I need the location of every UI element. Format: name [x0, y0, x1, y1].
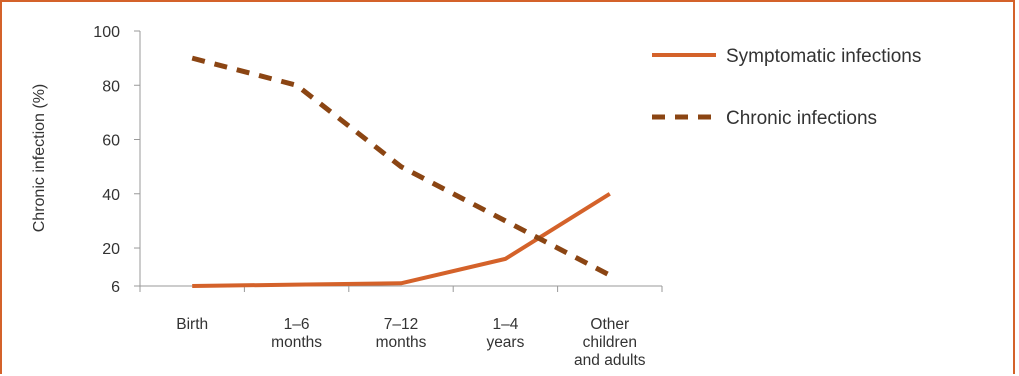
x-category-label-line: months — [271, 334, 322, 351]
x-category-label-line: 7–12 — [384, 316, 418, 333]
series-lines — [191, 55, 611, 288]
x-category-label-line: 1–4 — [492, 316, 518, 333]
x-category-label-line: 1–6 — [284, 316, 310, 333]
x-category-label-line: and adults — [574, 352, 646, 369]
y-tick-label: 100 — [93, 24, 120, 41]
y-tick-label: 6 — [111, 279, 120, 296]
x-category-label: Other children and adults — [574, 316, 646, 369]
y-tick-label: 60 — [102, 133, 120, 150]
x-category-label-line: months — [376, 334, 427, 351]
y-tick-label: 80 — [102, 78, 120, 95]
x-category-label-line: years — [486, 334, 524, 351]
x-category-label: 1–6 months — [271, 316, 322, 351]
x-category-label: 7–12 months — [376, 316, 427, 351]
x-category-label-line: Birth — [176, 316, 208, 333]
x-category-label-line: Other — [590, 316, 629, 333]
y-ticks: 6 20 40 60 80 100 — [93, 24, 140, 296]
y-axis-label: Chronic infection (%) — [31, 84, 48, 233]
axes — [139, 31, 662, 287]
legend-label-1: Symptomatic infections — [726, 46, 921, 67]
legend: Symptomatic infections Chronic infections — [652, 46, 921, 129]
x-category-label: Birth — [176, 316, 208, 333]
x-category-label-line: children — [583, 334, 637, 351]
y-tick-label: 20 — [102, 241, 120, 258]
y-tick-label: 40 — [102, 187, 120, 204]
x-category-label: 1–4 years — [486, 316, 524, 351]
legend-label-2: Chronic infections — [726, 108, 877, 129]
series-line-2 — [191, 55, 611, 278]
